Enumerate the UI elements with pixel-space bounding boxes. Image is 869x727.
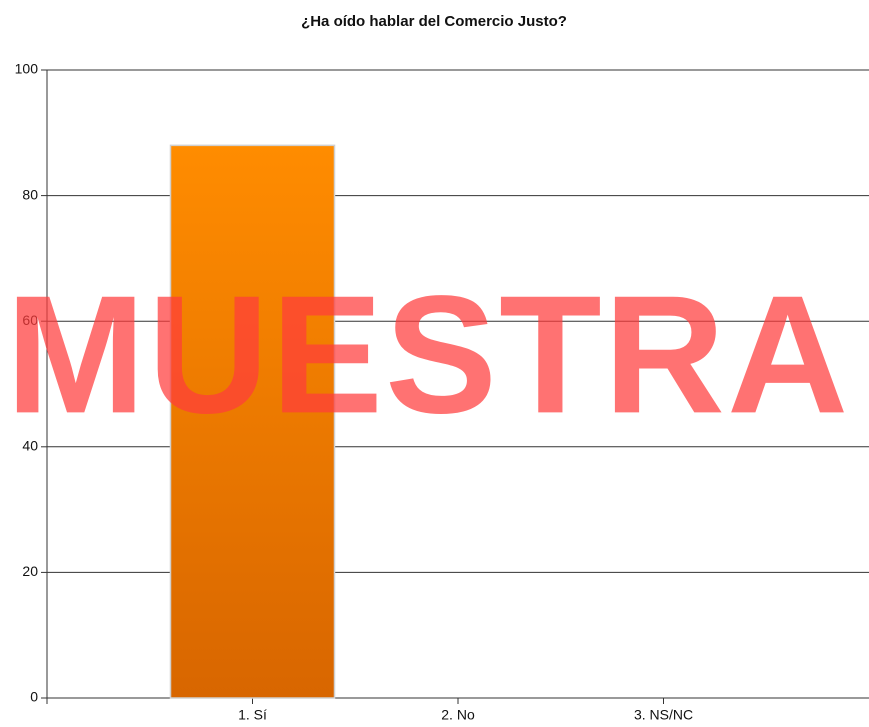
x-tick-label: 1. Sí	[238, 707, 267, 723]
y-tick-label: 20	[22, 563, 38, 579]
plot-area: 0 20 40 60 80 100 1. Sí 2. No 3. NS/NC	[15, 61, 869, 723]
bar	[169, 144, 336, 699]
watermark: MUESTRA	[6, 260, 851, 448]
chart-title: ¿Ha oído hablar del Comercio Justo?	[301, 13, 567, 30]
x-tick-label: 2. No	[441, 707, 475, 723]
y-tick-label: 100	[15, 61, 39, 77]
x-tick-label: 3. NS/NC	[634, 707, 693, 723]
y-tick-label: 60	[22, 312, 38, 328]
y-tick-label: 0	[30, 689, 38, 705]
y-tick-label: 40	[22, 438, 38, 454]
y-tick-label: 80	[22, 186, 38, 202]
